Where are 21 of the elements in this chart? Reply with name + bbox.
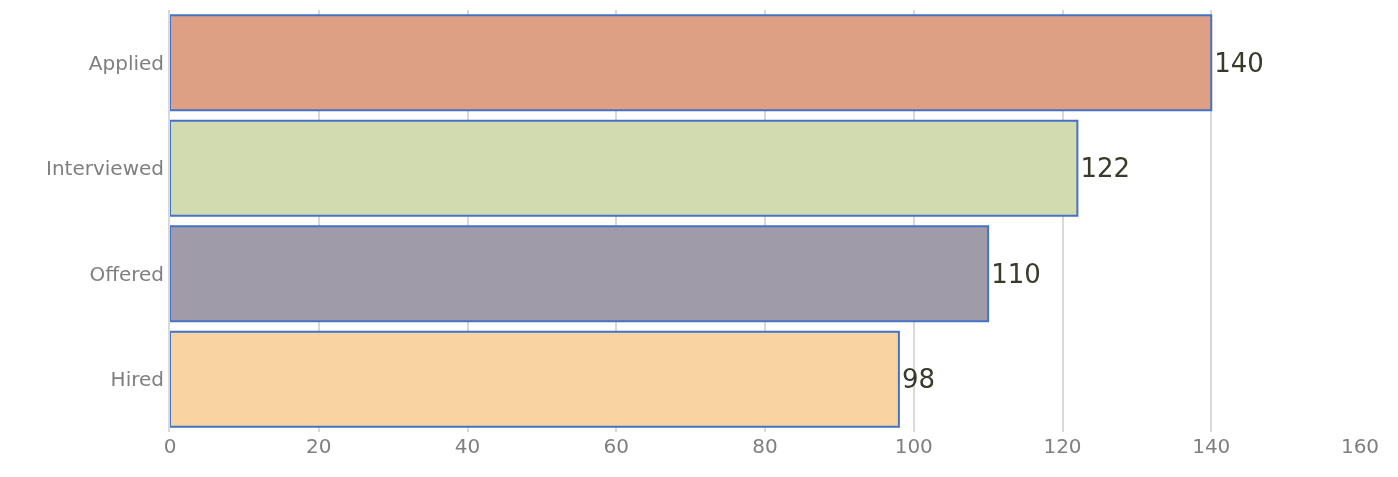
x-tick-label: 160 bbox=[1340, 434, 1380, 458]
x-tick-label: 60 bbox=[603, 434, 629, 458]
bar bbox=[170, 14, 1213, 112]
data-label: 140 bbox=[1214, 47, 1264, 78]
y-tick-label: Interviewed bbox=[46, 156, 164, 181]
x-tick-label: 40 bbox=[454, 434, 481, 458]
y-tick-label: Hired bbox=[110, 367, 164, 392]
x-tick-label: 120 bbox=[1043, 434, 1082, 458]
x-tick-label: 100 bbox=[894, 434, 933, 458]
data-label: 122 bbox=[1080, 153, 1131, 184]
x-tick-label: 80 bbox=[752, 434, 778, 458]
x-tick-label: 0 bbox=[163, 434, 177, 458]
x-tick-label: 20 bbox=[306, 434, 332, 458]
x-tick-label: 140 bbox=[1192, 434, 1231, 458]
bar bbox=[170, 225, 990, 323]
data-label: 98 bbox=[901, 364, 935, 395]
data-label: 110 bbox=[991, 258, 1041, 289]
y-tick-label: Offered bbox=[89, 261, 164, 286]
y-tick-label: Applied bbox=[88, 50, 164, 75]
bar bbox=[170, 119, 1079, 217]
bar bbox=[170, 330, 900, 428]
